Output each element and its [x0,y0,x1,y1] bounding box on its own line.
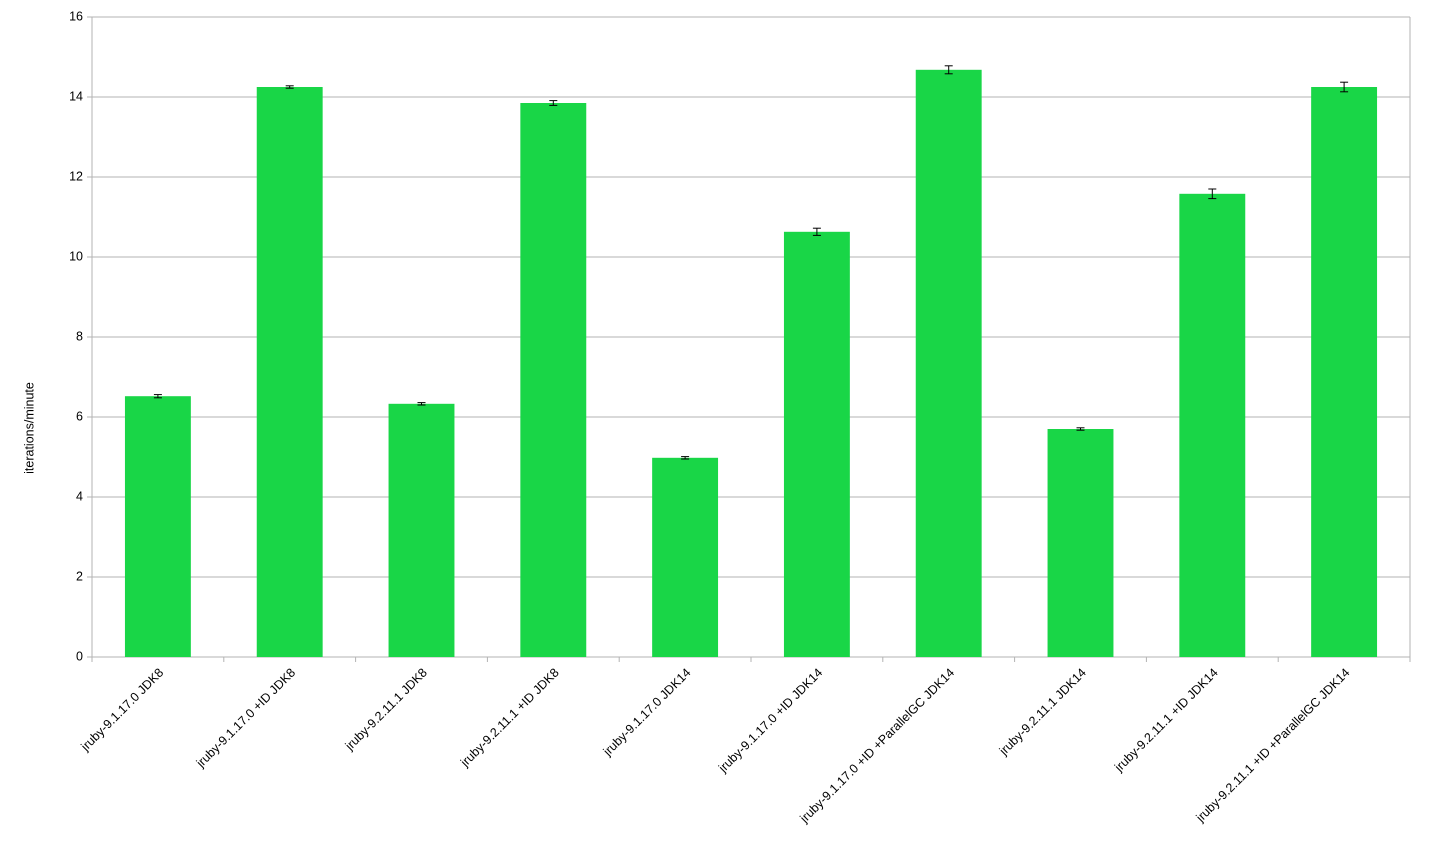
bar [652,457,719,657]
x-tick-label: jruby-9.1.17.0 JDK14 [600,666,694,760]
error-bar [417,402,426,406]
y-tick-label: 14 [69,89,83,103]
y-tick-label: 2 [76,569,83,583]
x-tick-label: jruby-9.1.17.0 +ID +ParallelGC JDK14 [797,666,957,826]
y-axis-title: iterations/minute [22,382,36,474]
y-tick-label: 12 [69,169,83,183]
bar [1311,87,1378,657]
x-tick-label: jruby-9.1.17.0 +ID JDK8 [193,666,298,771]
y-tick-label: 16 [69,9,83,23]
y-tick-label: 8 [76,329,83,343]
y-tick-label: 10 [69,249,83,263]
bar [1047,429,1114,657]
error-bar [1076,427,1085,431]
x-tick-label: jruby-9.2.11.1 +ID JDK14 [1111,666,1220,775]
error-bar [944,65,953,75]
y-tick-label: 0 [76,649,83,663]
x-tick-label: jruby-9.1.17.0 JDK8 [78,666,167,755]
x-tick-label: jruby-9.2.11.1 JDK8 [342,666,430,754]
x-tick-label: jruby-9.2.11.1 +ID +ParallelGC JDK14 [1193,666,1353,826]
bar [1179,193,1246,658]
x-tick-label: jruby-9.1.17.0 +ID JDK14 [715,666,825,776]
bar [915,69,982,658]
bar [124,396,191,657]
bar [256,87,323,657]
x-tick-label: jruby-9.2.11.1 JDK14 [996,666,1089,759]
y-tick-label: 4 [76,489,83,503]
error-bar [681,456,690,460]
error-bar [549,100,558,106]
bar [520,103,587,657]
error-bar [1340,81,1349,93]
bar [783,231,850,658]
y-tick-label: 6 [76,409,83,423]
x-tick-label: jruby-9.2.11.1 +ID JDK8 [457,666,562,771]
error-bar [285,85,294,89]
bar [388,403,455,657]
error-bar [153,394,162,399]
error-bar [812,227,821,236]
error-bar [1208,188,1217,200]
